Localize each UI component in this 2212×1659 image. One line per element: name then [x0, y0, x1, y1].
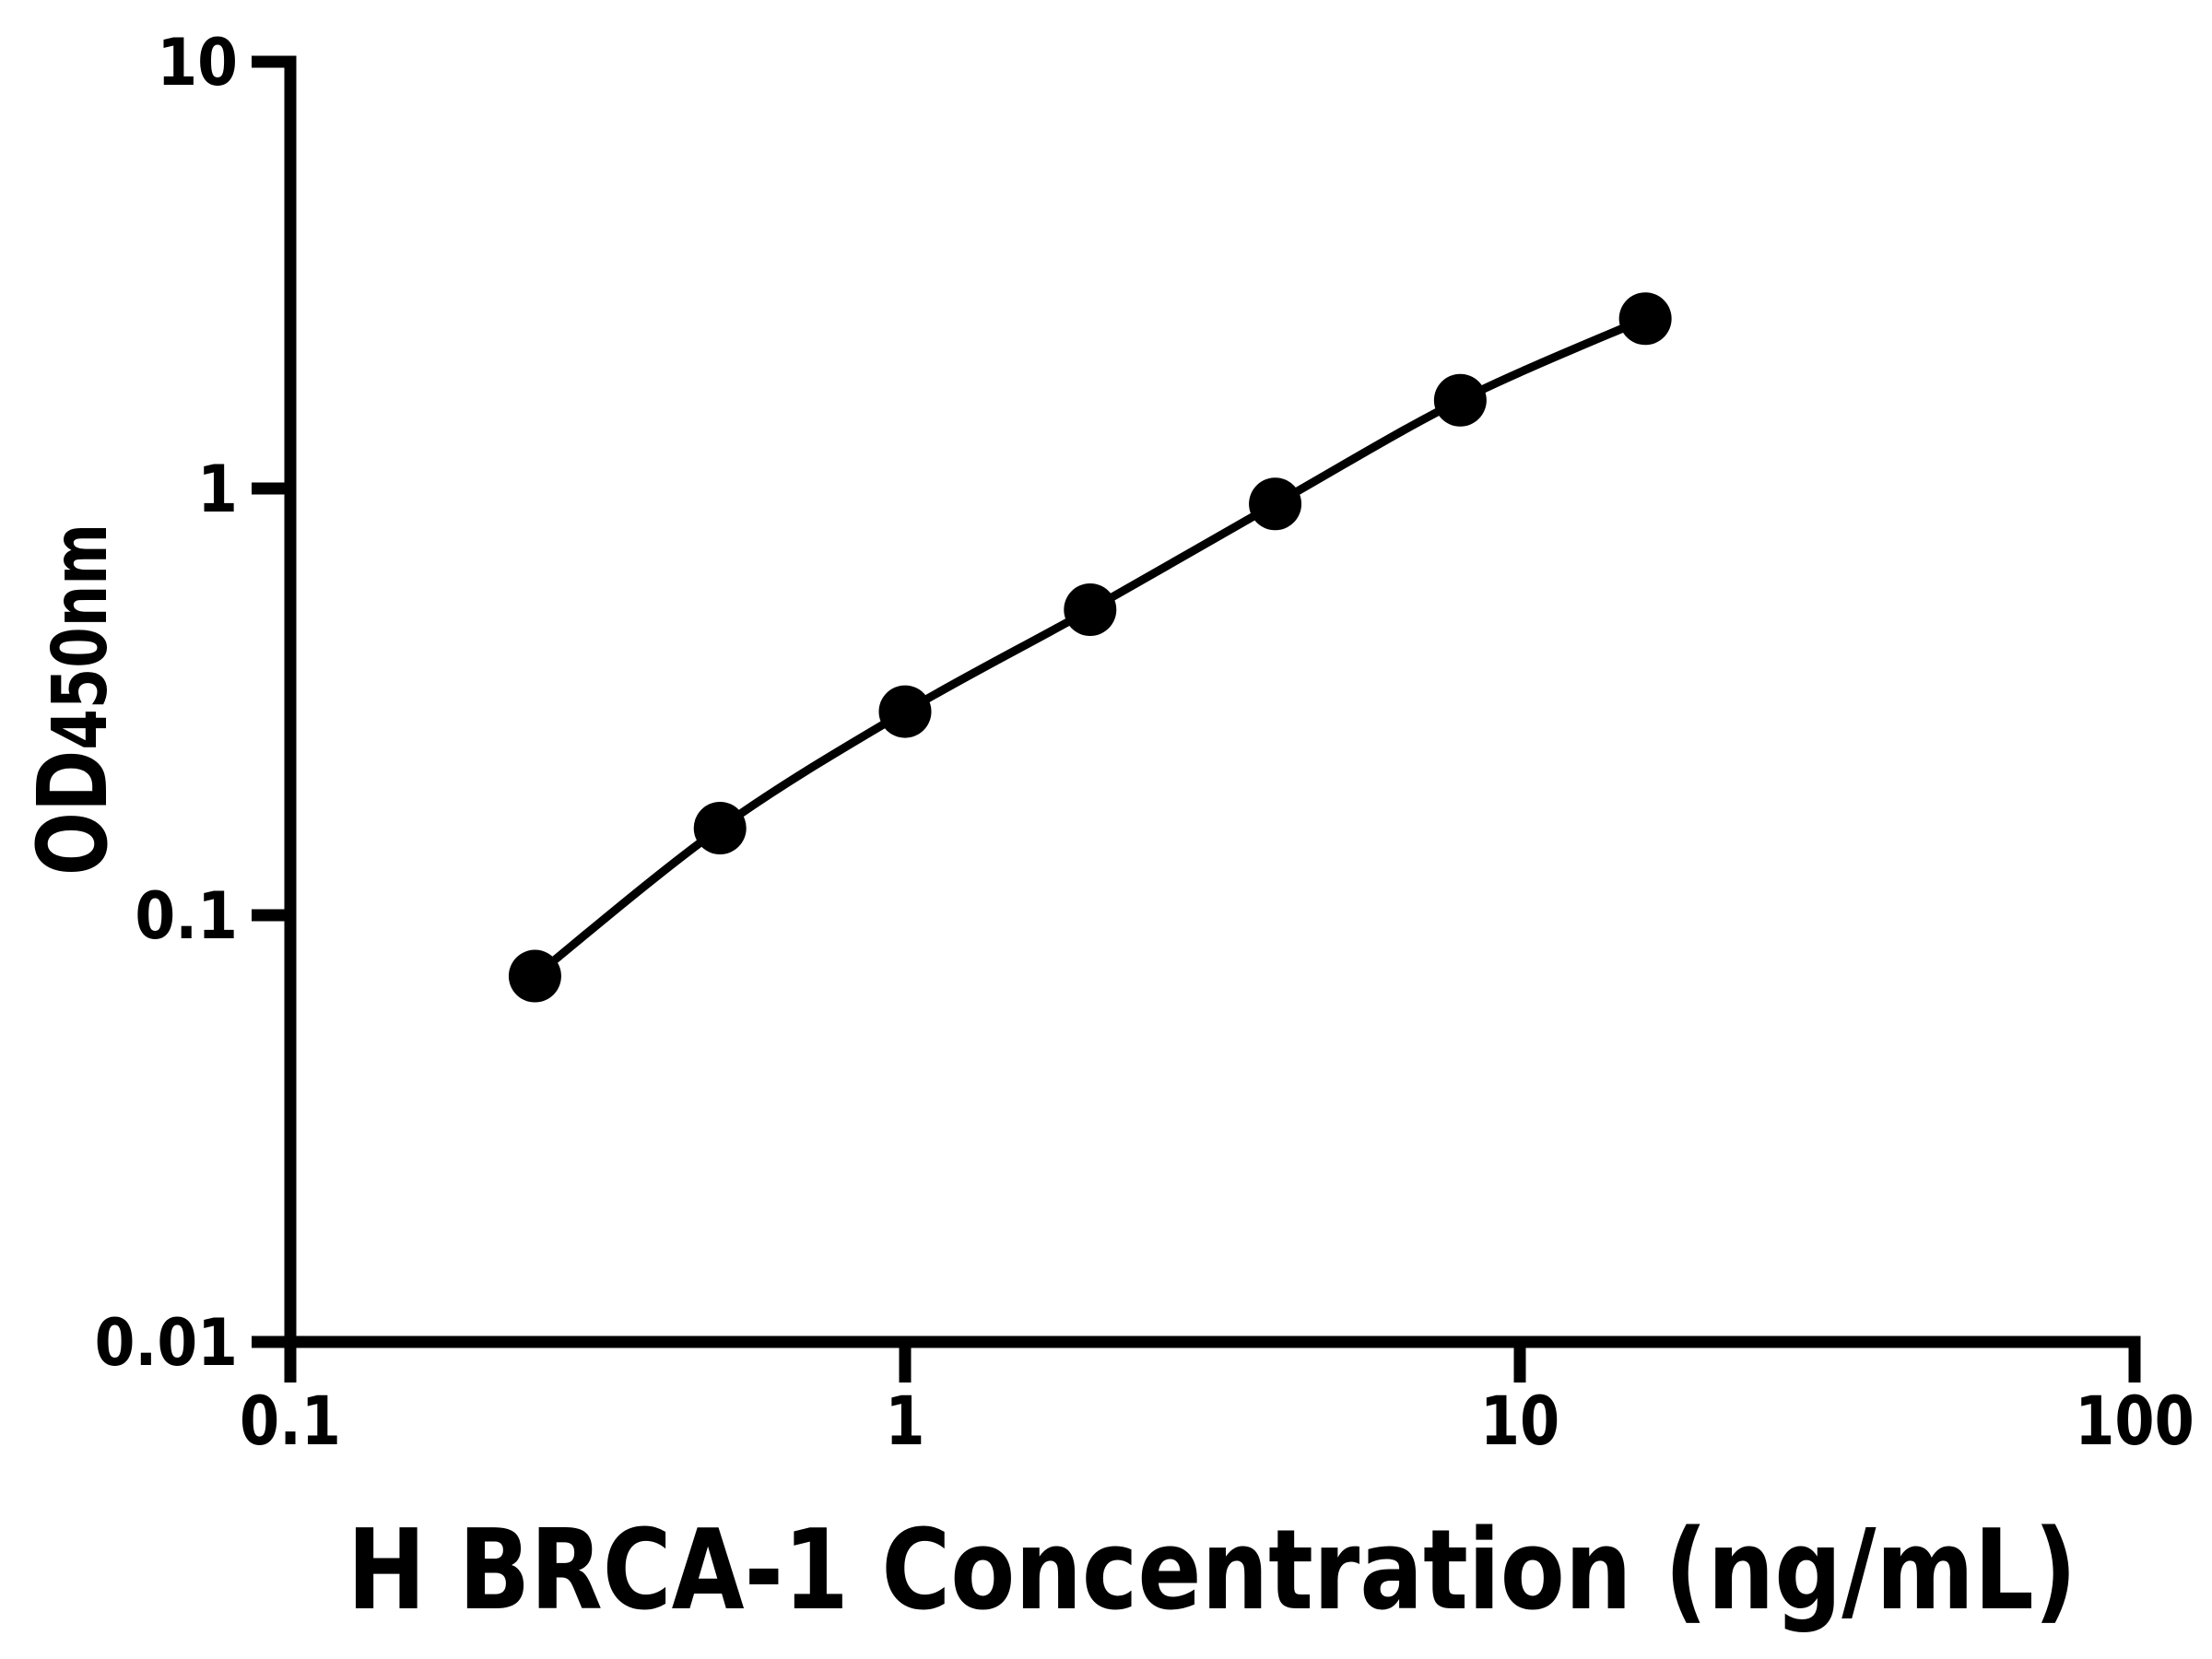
- data-point-marker: [878, 685, 932, 738]
- x-axis-spine: [284, 1335, 2141, 1348]
- data-point-marker: [1249, 477, 1302, 531]
- x-tick-label: 100: [2075, 1382, 2194, 1460]
- plot-group: [508, 292, 1672, 1003]
- y-axis-title-sub: 450nm: [37, 524, 124, 750]
- y-tick: [252, 909, 290, 922]
- x-tick-label: 0.1: [240, 1382, 341, 1460]
- data-point-marker: [1433, 373, 1487, 427]
- data-point-marker: [1064, 582, 1117, 636]
- data-point-marker: [1618, 292, 1672, 346]
- x-axis-title: H BRCA-1 Concentration (ng/mL): [347, 1507, 2077, 1635]
- y-tick-label: 1: [197, 452, 238, 527]
- y-axis-spine: [284, 55, 297, 1348]
- ticks-group: [252, 55, 2141, 1382]
- y-axis-title: OD450nm: [17, 524, 129, 876]
- data-point-marker: [508, 949, 561, 1003]
- y-tick-label: 10: [157, 25, 238, 100]
- x-tick: [1513, 1342, 1526, 1382]
- y-tick: [252, 1335, 290, 1348]
- y-tick-label: 0.1: [135, 878, 238, 954]
- x-tick: [899, 1342, 912, 1382]
- y-tick-label: 0.01: [95, 1305, 238, 1381]
- x-tick-label: 1: [885, 1382, 924, 1460]
- y-tick: [252, 55, 290, 68]
- x-tick: [2128, 1342, 2141, 1382]
- data-point-marker: [693, 801, 747, 854]
- y-axis-title-main: OD: [17, 750, 129, 876]
- axes-group: [284, 55, 2141, 1348]
- y-tick: [252, 482, 290, 495]
- x-tick: [284, 1342, 297, 1382]
- x-tick-label: 10: [1480, 1382, 1559, 1460]
